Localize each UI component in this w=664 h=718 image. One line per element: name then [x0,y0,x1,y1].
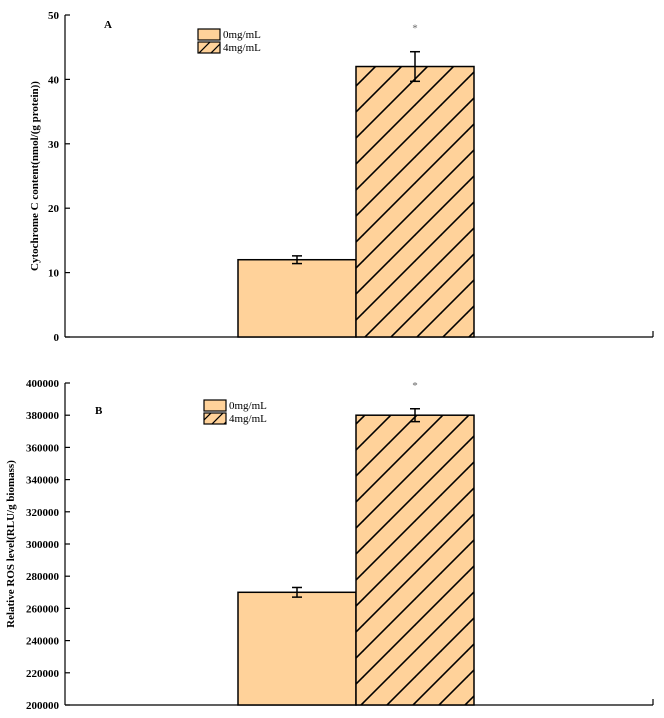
y-tick-label: 280000 [26,571,60,583]
y-tick-label: 20 [48,203,60,215]
bar-4mgml [355,414,475,706]
legend-label: 4mg/mL [229,413,267,425]
panel-label: B [95,405,103,417]
panel-label: A [104,19,112,31]
y-axis-title: Cytochrome C content(nmol/(g protein)) [29,81,41,271]
y-tick-label: 240000 [26,636,60,648]
y-tick-label: 50 [48,10,60,22]
y-tick-label: 200000 [26,700,60,712]
legend-swatch [197,41,221,54]
legend-label: 0mg/mL [229,400,267,412]
y-axis-title: Relative ROS level(RLU/g biomass) [5,460,17,628]
y-tick-label: 320000 [26,507,60,519]
y-tick-label: 400000 [26,378,60,390]
legend-label: 0mg/mL [223,29,261,41]
bar-0mgml [237,591,357,706]
y-tick-label: 30 [48,139,60,151]
legend-swatch [197,28,221,41]
legend-swatch [203,412,227,425]
y-tick-label: 360000 [26,442,60,454]
chart-panel-a: 0 10 20 30 40 50 Cytochrome C content(nmol/(g … [29,10,654,344]
y-tick-label: 300000 [26,539,60,551]
y-tick-label: 380000 [26,410,60,422]
y-tick-label: 40 [48,74,60,86]
y-tick-label: 260000 [26,603,60,615]
y-tick-label: 220000 [26,668,60,680]
significance-mark: * [412,380,418,392]
bar-4mgml [355,65,475,338]
y-tick-label: 10 [48,268,60,280]
y-tick-label: 340000 [26,475,60,487]
y-tick-label: 0 [54,332,60,344]
legend-swatch [203,399,227,412]
bar-0mgml [237,258,357,338]
chart-panel-b: 200000 220000 240000 260000 280000 300000 3200… [5,378,654,712]
legend-label: 4mg/mL [223,42,261,54]
significance-mark: * [412,23,418,35]
